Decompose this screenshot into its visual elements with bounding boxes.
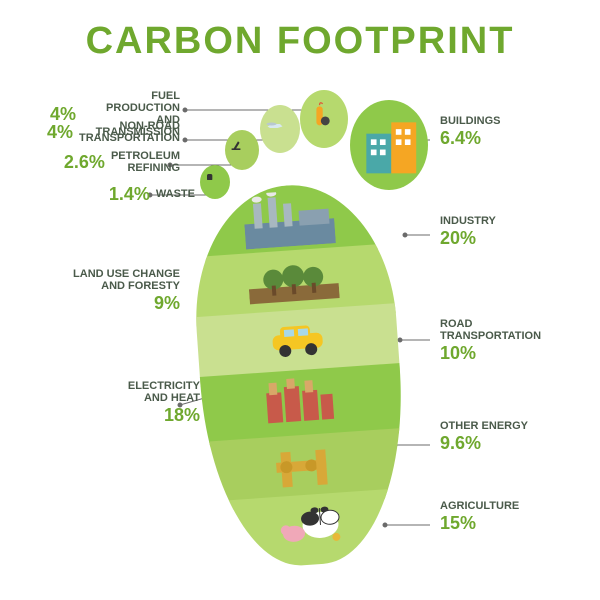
pct-landuse: 9% — [50, 294, 180, 312]
pct-road: 10% — [440, 344, 580, 362]
label-landuse: Land Use Changeand Foresty — [50, 268, 180, 292]
label-buildings: Buildings — [440, 115, 580, 127]
pct-industry: 20% — [440, 229, 580, 247]
toe-petroleum — [225, 130, 259, 170]
pct-buildings: 6.4% — [440, 129, 580, 147]
label-petroleum: PetroleumRefining — [111, 150, 180, 174]
callout-road: RoadTransportation 10% — [440, 318, 580, 362]
footprint-graphic — [170, 85, 430, 565]
callout-electricity: Electricityand Heat 18% — [70, 380, 200, 424]
label-nonroad: Non-RoadTransportation — [79, 120, 180, 144]
petroleum-icon — [230, 135, 254, 165]
label-industry: Industry — [440, 215, 580, 227]
label-road: RoadTransportation — [440, 318, 580, 342]
nonroad-icon — [265, 110, 295, 148]
toe-buildings — [350, 100, 428, 190]
pct-waste: 1.4% — [109, 185, 150, 203]
toe-waste — [200, 165, 230, 199]
pct-nonroad: 4% — [47, 123, 73, 141]
callout-waste: 1.4% Waste — [65, 185, 195, 203]
pct-otherenergy: 9.6% — [440, 434, 580, 452]
toe-fuel — [300, 90, 348, 148]
callout-otherenergy: Other Energy 9.6% — [440, 420, 580, 452]
waste-icon — [205, 170, 225, 194]
buildings-icon — [355, 105, 423, 185]
label-otherenergy: Other Energy — [440, 420, 580, 432]
pct-petroleum: 2.6% — [64, 153, 105, 171]
pct-electricity: 18% — [70, 406, 200, 424]
fuel-icon — [305, 95, 343, 143]
agriculture-icon — [264, 498, 358, 564]
industry-icon — [242, 188, 336, 254]
pct-agriculture: 15% — [440, 514, 580, 532]
foot-sole — [187, 178, 413, 571]
callout-landuse: Land Use Changeand Foresty 9% — [50, 268, 180, 312]
label-agriculture: Agriculture — [440, 500, 580, 512]
callout-industry: Industry 20% — [440, 215, 580, 247]
label-waste: Waste — [156, 188, 195, 200]
electricity-icon — [255, 373, 349, 439]
label-electricity: Electricityand Heat — [70, 380, 200, 404]
callout-nonroad: 4% Non-RoadTransportation — [50, 120, 180, 144]
callout-petroleum: 2.6% PetroleumRefining — [50, 150, 180, 174]
callout-buildings: Buildings 6.4% — [440, 115, 580, 147]
callout-agriculture: Agriculture 15% — [440, 500, 580, 532]
toe-nonroad — [260, 105, 300, 153]
